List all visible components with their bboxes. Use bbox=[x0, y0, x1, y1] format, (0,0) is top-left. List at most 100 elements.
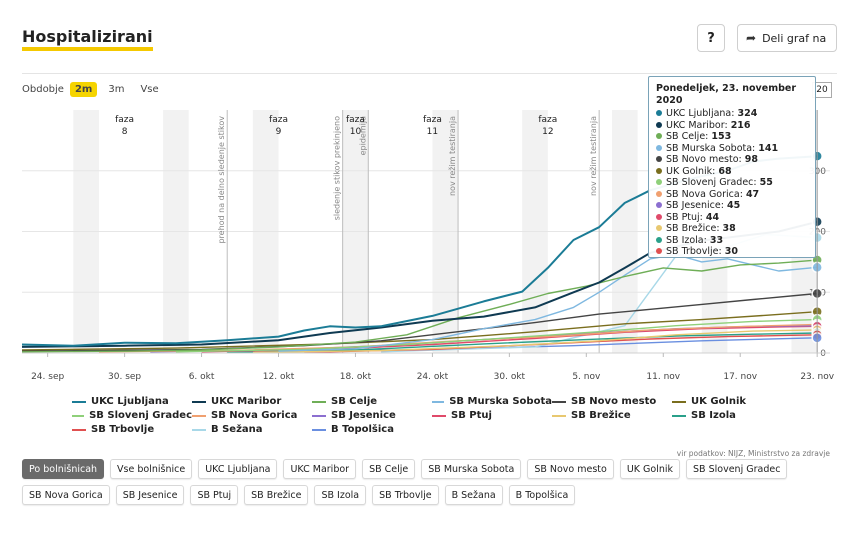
hospital-filter-buttons: Po bolnišnicah Vse bolnišnice UKC Ljubljan… bbox=[22, 459, 822, 505]
filter-button[interactable]: B Topolšica bbox=[508, 485, 576, 505]
tooltip-row: SB Brežice: 38 bbox=[656, 223, 808, 235]
legend-item[interactable]: B Sežana bbox=[192, 424, 312, 435]
legend-label: UKC Maribor bbox=[211, 396, 282, 407]
legend-item[interactable]: SB Celje bbox=[312, 396, 432, 407]
filter-button[interactable]: SB Murska Sobota bbox=[421, 459, 522, 479]
tooltip-dot bbox=[656, 144, 662, 151]
x-tick-label: 30. okt bbox=[494, 372, 526, 382]
filter-button[interactable]: SB Jesenice bbox=[115, 485, 185, 505]
filter-button[interactable]: B Sežana bbox=[444, 485, 503, 505]
event-label: nov režim testiranja bbox=[448, 116, 457, 196]
legend-swatch bbox=[192, 400, 206, 403]
phase-number: 10 bbox=[350, 127, 362, 137]
share-icon: ➦ bbox=[746, 31, 757, 45]
tooltip-series-name: SB Murska Sobota: bbox=[666, 142, 759, 154]
filter-button[interactable]: SB Celje bbox=[362, 459, 416, 479]
legend-swatch bbox=[72, 400, 86, 403]
tooltip-dot bbox=[656, 202, 662, 208]
share-button-label: Deli graf na bbox=[762, 31, 827, 45]
period-option-3m[interactable]: 3m bbox=[108, 84, 125, 95]
legend-swatch bbox=[192, 414, 206, 417]
tooltip-row: SB Ptuj: 44 bbox=[656, 212, 808, 224]
tooltip-series-name: SB Celje: bbox=[666, 131, 712, 142]
filter-button[interactable]: SB Ptuj bbox=[190, 485, 239, 505]
tooltip-series-value: 44 bbox=[705, 211, 720, 223]
filter-button[interactable]: SB Nova Gorica bbox=[22, 485, 110, 505]
period-label: Obdobje bbox=[22, 84, 64, 95]
y-tick-label: 0 bbox=[820, 349, 826, 359]
filter-button[interactable]: SB Brežice bbox=[244, 485, 309, 505]
series-line bbox=[227, 332, 818, 354]
tooltip-dot bbox=[656, 110, 662, 116]
period-option-all[interactable]: Vse bbox=[140, 84, 159, 95]
legend-item[interactable]: B Topolšica bbox=[312, 424, 432, 435]
x-tick-label: 18. okt bbox=[340, 372, 372, 382]
tooltip-series-name: SB Ptuj: bbox=[666, 211, 706, 223]
tooltip-dot bbox=[656, 190, 662, 197]
filter-button[interactable]: UKC Ljubljana bbox=[198, 459, 278, 479]
legend-item[interactable]: SB Trbovlje bbox=[72, 424, 192, 435]
phase-label: faza bbox=[346, 115, 365, 125]
legend-label: SB Novo mesto bbox=[571, 396, 657, 407]
phase-number: 9 bbox=[276, 127, 282, 137]
legend-swatch bbox=[312, 414, 326, 417]
filter-button[interactable]: UK Golnik bbox=[619, 459, 681, 479]
tooltip-row: SB Celje: 153 bbox=[656, 131, 808, 143]
phase-label: faza bbox=[269, 115, 288, 125]
legend-item[interactable]: UK Golnik bbox=[672, 396, 792, 407]
filter-button[interactable]: Vse bolnišnice bbox=[110, 459, 193, 479]
event-label: nov režim testiranja bbox=[589, 116, 598, 196]
filter-button[interactable]: SB Novo mesto bbox=[527, 459, 614, 479]
tooltip-series-name: SB Brežice: bbox=[666, 223, 723, 234]
filter-button[interactable]: SB Slovenj Gradec bbox=[686, 459, 788, 479]
series-line bbox=[21, 259, 818, 353]
x-tick-label: 12. okt bbox=[263, 372, 295, 382]
data-source: vir podatkov: NIJZ, Ministrstvo za zdrav… bbox=[676, 449, 830, 458]
legend-item[interactable]: SB Ptuj bbox=[432, 410, 552, 421]
tooltip-dot bbox=[656, 121, 662, 128]
legend-item[interactable]: SB Nova Gorica bbox=[192, 410, 312, 421]
legend-label: SB Celje bbox=[331, 396, 378, 407]
tooltip-dot bbox=[656, 179, 662, 185]
legend-item[interactable]: SB Brežice bbox=[552, 410, 672, 421]
tooltip-row: SB Novo mesto: 98 bbox=[656, 154, 808, 166]
tooltip-dot bbox=[656, 225, 662, 231]
phase-label: faza bbox=[115, 115, 134, 125]
page-title: Hospitalizirani bbox=[22, 28, 153, 51]
tooltip-dot bbox=[656, 167, 662, 174]
legend-item[interactable]: UKC Ljubljana bbox=[72, 396, 192, 407]
share-button[interactable]: ➦ Deli graf na bbox=[737, 24, 837, 52]
series-line bbox=[252, 329, 818, 354]
legend-item[interactable]: SB Murska Sobota bbox=[432, 396, 552, 407]
x-tick-label: 5. nov bbox=[572, 372, 601, 382]
legend-item[interactable]: SB Izola bbox=[672, 410, 792, 421]
tooltip-dot bbox=[656, 248, 662, 254]
legend-item[interactable]: SB Slovenj Gradec bbox=[72, 410, 192, 421]
legend-label: UK Golnik bbox=[691, 396, 747, 407]
series-line bbox=[278, 253, 818, 352]
legend-item[interactable]: SB Novo mesto bbox=[552, 396, 672, 407]
legend-swatch bbox=[672, 400, 686, 403]
filter-button[interactable]: SB Trbovlje bbox=[372, 485, 439, 505]
tooltip-series-name: SB Novo mesto: bbox=[666, 154, 745, 165]
tooltip-series-name: UKC Ljubljana: bbox=[666, 108, 738, 119]
filter-button[interactable]: SB Izola bbox=[314, 485, 367, 505]
x-tick-label: 11. nov bbox=[646, 372, 680, 382]
legend-item[interactable]: SB Jesenice bbox=[312, 410, 432, 421]
tooltip-series-value: 216 bbox=[730, 119, 751, 131]
tooltip-row: SB Nova Gorica: 47 bbox=[656, 189, 808, 201]
legend-swatch bbox=[432, 414, 446, 417]
legend-label: SB Ptuj bbox=[451, 410, 492, 421]
legend-item[interactable]: UKC Maribor bbox=[192, 396, 312, 407]
event-label: epidemija bbox=[358, 116, 367, 155]
tooltip-dot bbox=[656, 236, 662, 243]
help-button[interactable]: ? bbox=[697, 24, 725, 52]
tooltip-series-name: UKC Maribor: bbox=[666, 119, 731, 131]
tooltip-series-name: UK Golnik: bbox=[666, 165, 719, 177]
zoom-value[interactable]: 20 bbox=[812, 82, 832, 98]
tooltip-dot bbox=[656, 156, 662, 162]
filter-button[interactable]: Po bolnišnicah bbox=[22, 459, 105, 479]
tooltip-series-name: SB Trbovlje: bbox=[666, 246, 725, 257]
filter-button[interactable]: UKC Maribor bbox=[283, 459, 357, 479]
period-option-2m[interactable]: 2m bbox=[69, 82, 98, 97]
